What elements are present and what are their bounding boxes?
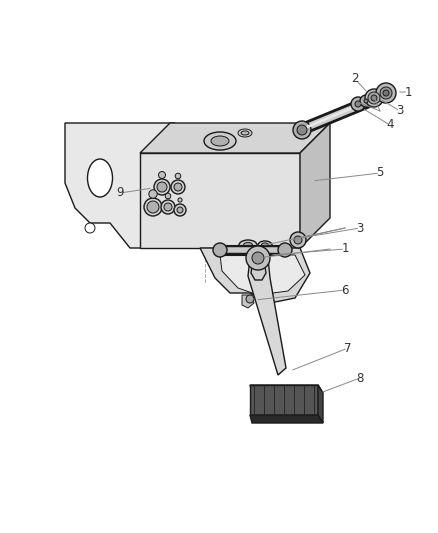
Polygon shape <box>242 295 254 308</box>
Circle shape <box>159 172 166 179</box>
Ellipse shape <box>261 243 268 247</box>
Circle shape <box>360 95 372 107</box>
Circle shape <box>297 125 307 135</box>
Polygon shape <box>65 123 175 248</box>
Text: 1: 1 <box>404 85 412 99</box>
Circle shape <box>365 89 383 107</box>
Circle shape <box>174 183 182 191</box>
Ellipse shape <box>204 132 236 150</box>
Circle shape <box>157 182 167 192</box>
Ellipse shape <box>238 129 252 137</box>
Polygon shape <box>140 153 300 248</box>
Ellipse shape <box>241 131 249 135</box>
Polygon shape <box>251 260 266 280</box>
Ellipse shape <box>211 136 229 146</box>
Circle shape <box>376 83 396 103</box>
Circle shape <box>294 236 302 244</box>
Text: 3: 3 <box>356 222 364 235</box>
Circle shape <box>355 101 361 107</box>
Circle shape <box>154 179 170 195</box>
Circle shape <box>371 95 377 101</box>
Polygon shape <box>200 248 310 303</box>
Circle shape <box>171 180 185 194</box>
Polygon shape <box>220 255 305 295</box>
Circle shape <box>368 92 380 104</box>
Circle shape <box>174 204 186 216</box>
Text: 8: 8 <box>356 372 364 384</box>
Circle shape <box>164 203 172 211</box>
Text: 2: 2 <box>351 72 359 85</box>
Circle shape <box>163 134 171 142</box>
Polygon shape <box>300 123 330 248</box>
Polygon shape <box>250 415 323 423</box>
Polygon shape <box>250 385 318 415</box>
Ellipse shape <box>239 240 257 250</box>
Circle shape <box>165 193 171 199</box>
Polygon shape <box>318 385 323 423</box>
Text: 3: 3 <box>396 104 404 117</box>
Circle shape <box>278 243 292 257</box>
Circle shape <box>252 252 264 264</box>
Circle shape <box>177 207 183 213</box>
Circle shape <box>85 223 95 233</box>
Circle shape <box>178 198 182 202</box>
Ellipse shape <box>88 159 113 197</box>
Circle shape <box>149 190 157 198</box>
Circle shape <box>175 173 181 179</box>
Circle shape <box>246 246 270 270</box>
Circle shape <box>364 99 368 103</box>
Circle shape <box>380 87 392 99</box>
Polygon shape <box>140 123 330 153</box>
Circle shape <box>351 97 365 111</box>
Text: 5: 5 <box>376 166 384 180</box>
Ellipse shape <box>244 243 252 247</box>
Circle shape <box>246 295 254 303</box>
Circle shape <box>213 243 227 257</box>
Polygon shape <box>250 385 323 393</box>
Polygon shape <box>248 258 286 375</box>
Circle shape <box>383 90 389 96</box>
Text: 7: 7 <box>344 342 352 354</box>
Circle shape <box>161 200 175 214</box>
Circle shape <box>290 232 306 248</box>
Text: 6: 6 <box>341 284 349 296</box>
Ellipse shape <box>258 241 272 249</box>
Circle shape <box>293 121 311 139</box>
Text: 9: 9 <box>116 187 124 199</box>
Text: 1: 1 <box>341 243 349 255</box>
Circle shape <box>144 198 162 216</box>
Text: 4: 4 <box>386 118 394 132</box>
Circle shape <box>147 201 159 213</box>
